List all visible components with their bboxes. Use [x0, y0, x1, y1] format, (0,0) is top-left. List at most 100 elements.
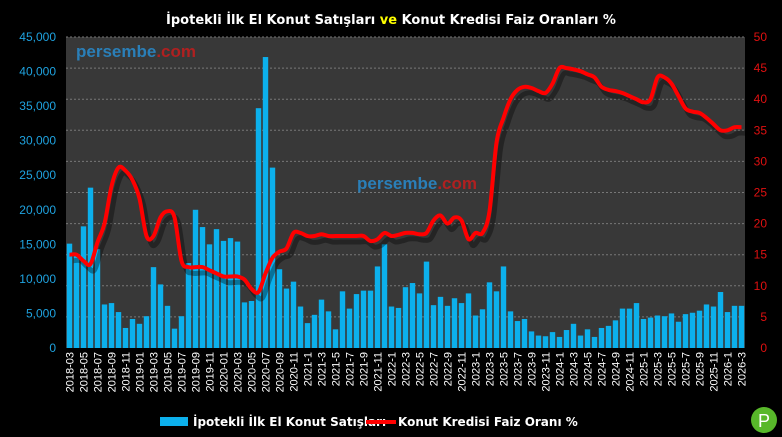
legend-label-bars: İpotekli İlk El Konut Satışları	[193, 414, 386, 429]
bar-2024-4	[577, 335, 584, 348]
x-axis-label: 2022-1	[387, 352, 399, 386]
bar-2019-02	[143, 316, 150, 348]
bar-2019-01	[136, 323, 143, 348]
x-axis-label: 2024-1	[555, 352, 567, 386]
bar-2023-11	[542, 336, 549, 348]
watermark-a: persembe	[357, 174, 437, 193]
bar-2021-12	[381, 244, 388, 348]
bar-2018-12	[129, 318, 136, 348]
x-axis-label: 2026-1	[723, 352, 735, 386]
bar-2022-2	[395, 307, 402, 348]
bar-2021-9	[360, 290, 367, 348]
left-axis-tick-label: 5,000	[26, 306, 56, 320]
bar-2024-5	[584, 329, 591, 348]
left-axis-tick-label: 15,000	[19, 237, 56, 251]
right-axis-tick-label: 0	[760, 341, 767, 355]
x-axis-label: 2023-7	[513, 352, 525, 386]
title-part-2: Konut Kredisi Faiz Oranları %	[397, 13, 616, 28]
right-axis-tick-label: 50	[754, 30, 768, 44]
bar-2024-11	[626, 308, 633, 348]
x-axis-label: 2022-5	[415, 352, 427, 386]
bar-2024-1	[556, 336, 563, 348]
bar-2018-04	[73, 256, 80, 348]
bar-2019-08	[185, 262, 192, 348]
bar-2021-3	[318, 299, 325, 348]
bar-2024-10	[619, 308, 626, 348]
x-axis-label: 2025-5	[667, 352, 679, 386]
bar-2023-12	[549, 332, 556, 348]
bar-2021-11	[374, 266, 381, 348]
x-axis-label: 2021-1	[303, 352, 315, 386]
left-axis-tick-label: 30,000	[19, 134, 56, 148]
rate-line	[69, 64, 742, 295]
bar-2024-9	[612, 320, 619, 348]
x-axis-label: 2018-07	[93, 352, 105, 392]
bar-2019-03	[150, 267, 157, 348]
bar-2021-4	[325, 311, 332, 348]
x-axis-label: 2019-05	[163, 352, 175, 392]
bar-2023-3	[486, 282, 493, 348]
bar-2024-7	[598, 327, 605, 348]
bar-2024-12	[633, 303, 640, 348]
x-axis-labels: 2018-03 2018-05 2018-07 2018-09 2018-11 2019-…	[65, 352, 749, 392]
x-axis-label: 2019-01	[135, 352, 147, 392]
bar-2021-6	[339, 291, 346, 348]
bar-2019-07	[178, 316, 185, 348]
bar-2024-6	[591, 336, 598, 348]
x-axis-label: 2020-11	[289, 352, 301, 392]
bar-2022-3	[402, 287, 409, 348]
x-axis-label: 2021-9	[359, 352, 371, 386]
bar-2020-04	[241, 302, 248, 348]
watermark-b: .com	[437, 174, 477, 193]
x-axis-label: 2023-1	[471, 352, 483, 386]
x-axis-label: 2024-5	[583, 352, 595, 386]
bar-2023-6	[507, 311, 514, 348]
bar-2025-3	[654, 315, 661, 348]
x-axis-label: 2025-3	[653, 352, 665, 386]
bar-2023-8	[521, 318, 528, 348]
left-axis-tick-label: 20,000	[19, 203, 56, 217]
x-axis-label: 2024-9	[611, 352, 623, 386]
x-axis-label: 2021-11	[373, 352, 385, 392]
bar-2025-7	[682, 314, 689, 348]
watermark-a: persembe	[76, 42, 156, 61]
x-axis-label: 2022-9	[443, 352, 455, 386]
bar-2020-05	[248, 301, 255, 348]
bar-2021-1	[304, 323, 311, 348]
bar-2018-10	[115, 312, 122, 348]
x-axis-label: 2020-09	[275, 352, 287, 392]
bar-2020-06	[255, 108, 262, 349]
left-axis-tick-label: 35,000	[19, 99, 56, 113]
x-axis-label: 2024-11	[625, 352, 637, 392]
x-axis-label: 2024-7	[597, 352, 609, 386]
bar-2022-12	[465, 293, 472, 348]
right-axis-tick-label: 25	[754, 186, 768, 200]
chart-title: İpotekli İlk El Konut Satışları ve Konut…	[166, 12, 616, 28]
bar-2019-06	[171, 328, 178, 348]
bar-2021-7	[346, 308, 353, 348]
bar-2023-7	[514, 321, 521, 348]
x-axis-label: 2018-05	[79, 352, 91, 392]
right-axis-tick-label: 5	[760, 310, 767, 324]
bar-2018-07	[94, 249, 101, 348]
title-highlight: ve	[380, 13, 397, 28]
x-axis-label: 2025-9	[695, 352, 707, 386]
right-axis-tick-label: 40	[754, 92, 768, 106]
x-axis-label: 2023-5	[499, 352, 511, 386]
x-axis-label: 2026-3	[737, 352, 749, 386]
title-part-1: İpotekli İlk El Konut Satışları	[166, 12, 380, 28]
left-axis-tick-label: 40,000	[19, 65, 56, 79]
x-axis-label: 2021-5	[331, 352, 343, 386]
x-axis-label: 2020-05	[247, 352, 259, 392]
bar-2023-2	[479, 309, 486, 348]
bar-2023-4	[493, 291, 500, 348]
bar-2025-4	[661, 316, 668, 348]
legend-swatch-bars	[160, 417, 188, 426]
bar-2022-11	[458, 303, 465, 348]
bar-2024-2	[563, 330, 570, 348]
bar-2019-04	[157, 284, 164, 348]
bar-2025-6	[675, 321, 682, 348]
bar-2025-10	[703, 304, 710, 348]
bar-2025-1	[640, 318, 647, 348]
